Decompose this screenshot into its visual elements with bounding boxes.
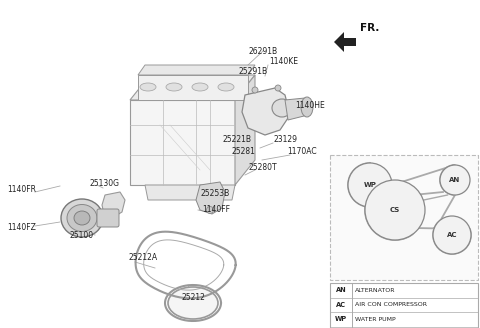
Ellipse shape: [166, 83, 182, 91]
Text: AN: AN: [336, 287, 347, 293]
Text: 25253B: 25253B: [200, 190, 229, 198]
Polygon shape: [130, 100, 235, 185]
Text: CS: CS: [390, 207, 400, 213]
Circle shape: [365, 180, 425, 240]
Text: 25100: 25100: [70, 231, 94, 239]
Text: 1140KE: 1140KE: [269, 57, 299, 67]
Text: 25281: 25281: [231, 148, 255, 156]
Text: 25212: 25212: [181, 294, 205, 302]
FancyBboxPatch shape: [97, 209, 119, 227]
Ellipse shape: [168, 287, 218, 319]
FancyBboxPatch shape: [330, 283, 478, 328]
Ellipse shape: [61, 199, 103, 237]
Ellipse shape: [192, 83, 208, 91]
Text: 25130G: 25130G: [90, 178, 120, 188]
Ellipse shape: [140, 83, 156, 91]
Polygon shape: [334, 32, 356, 52]
Text: 25212A: 25212A: [129, 254, 157, 262]
FancyBboxPatch shape: [330, 155, 478, 280]
Text: 1140FZ: 1140FZ: [8, 223, 36, 233]
Circle shape: [433, 216, 471, 254]
Text: 25291B: 25291B: [239, 68, 267, 76]
Text: AC: AC: [447, 232, 457, 238]
Text: ALTERNATOR: ALTERNATOR: [355, 288, 396, 293]
Polygon shape: [196, 182, 225, 214]
Text: 1140FF: 1140FF: [202, 206, 230, 215]
Ellipse shape: [301, 97, 313, 117]
Polygon shape: [102, 192, 125, 218]
Text: FR.: FR.: [360, 23, 379, 33]
Polygon shape: [285, 98, 308, 120]
Text: 25221B: 25221B: [223, 135, 252, 145]
Text: 26291B: 26291B: [249, 47, 277, 55]
Text: 1170AC: 1170AC: [287, 148, 317, 156]
Text: 23129: 23129: [273, 135, 297, 145]
Polygon shape: [235, 75, 255, 185]
Circle shape: [206, 207, 214, 214]
Circle shape: [348, 163, 392, 207]
Text: 25280T: 25280T: [249, 163, 277, 173]
Text: AC: AC: [336, 302, 346, 308]
Circle shape: [440, 165, 470, 195]
Polygon shape: [242, 88, 290, 135]
Text: WP: WP: [363, 182, 376, 188]
Polygon shape: [138, 65, 255, 75]
Text: AIR CON COMPRESSOR: AIR CON COMPRESSOR: [355, 302, 427, 307]
Text: AN: AN: [449, 177, 461, 183]
Ellipse shape: [272, 99, 292, 117]
Text: WP: WP: [335, 316, 347, 322]
Polygon shape: [130, 75, 255, 100]
Ellipse shape: [67, 204, 97, 232]
Text: 1140FR: 1140FR: [8, 186, 36, 195]
Text: 1140HE: 1140HE: [295, 100, 325, 110]
Polygon shape: [138, 75, 248, 100]
Polygon shape: [145, 185, 235, 200]
Ellipse shape: [74, 211, 90, 225]
Ellipse shape: [218, 83, 234, 91]
Circle shape: [275, 85, 281, 91]
Text: WATER PUMP: WATER PUMP: [355, 317, 396, 322]
Circle shape: [252, 87, 258, 93]
